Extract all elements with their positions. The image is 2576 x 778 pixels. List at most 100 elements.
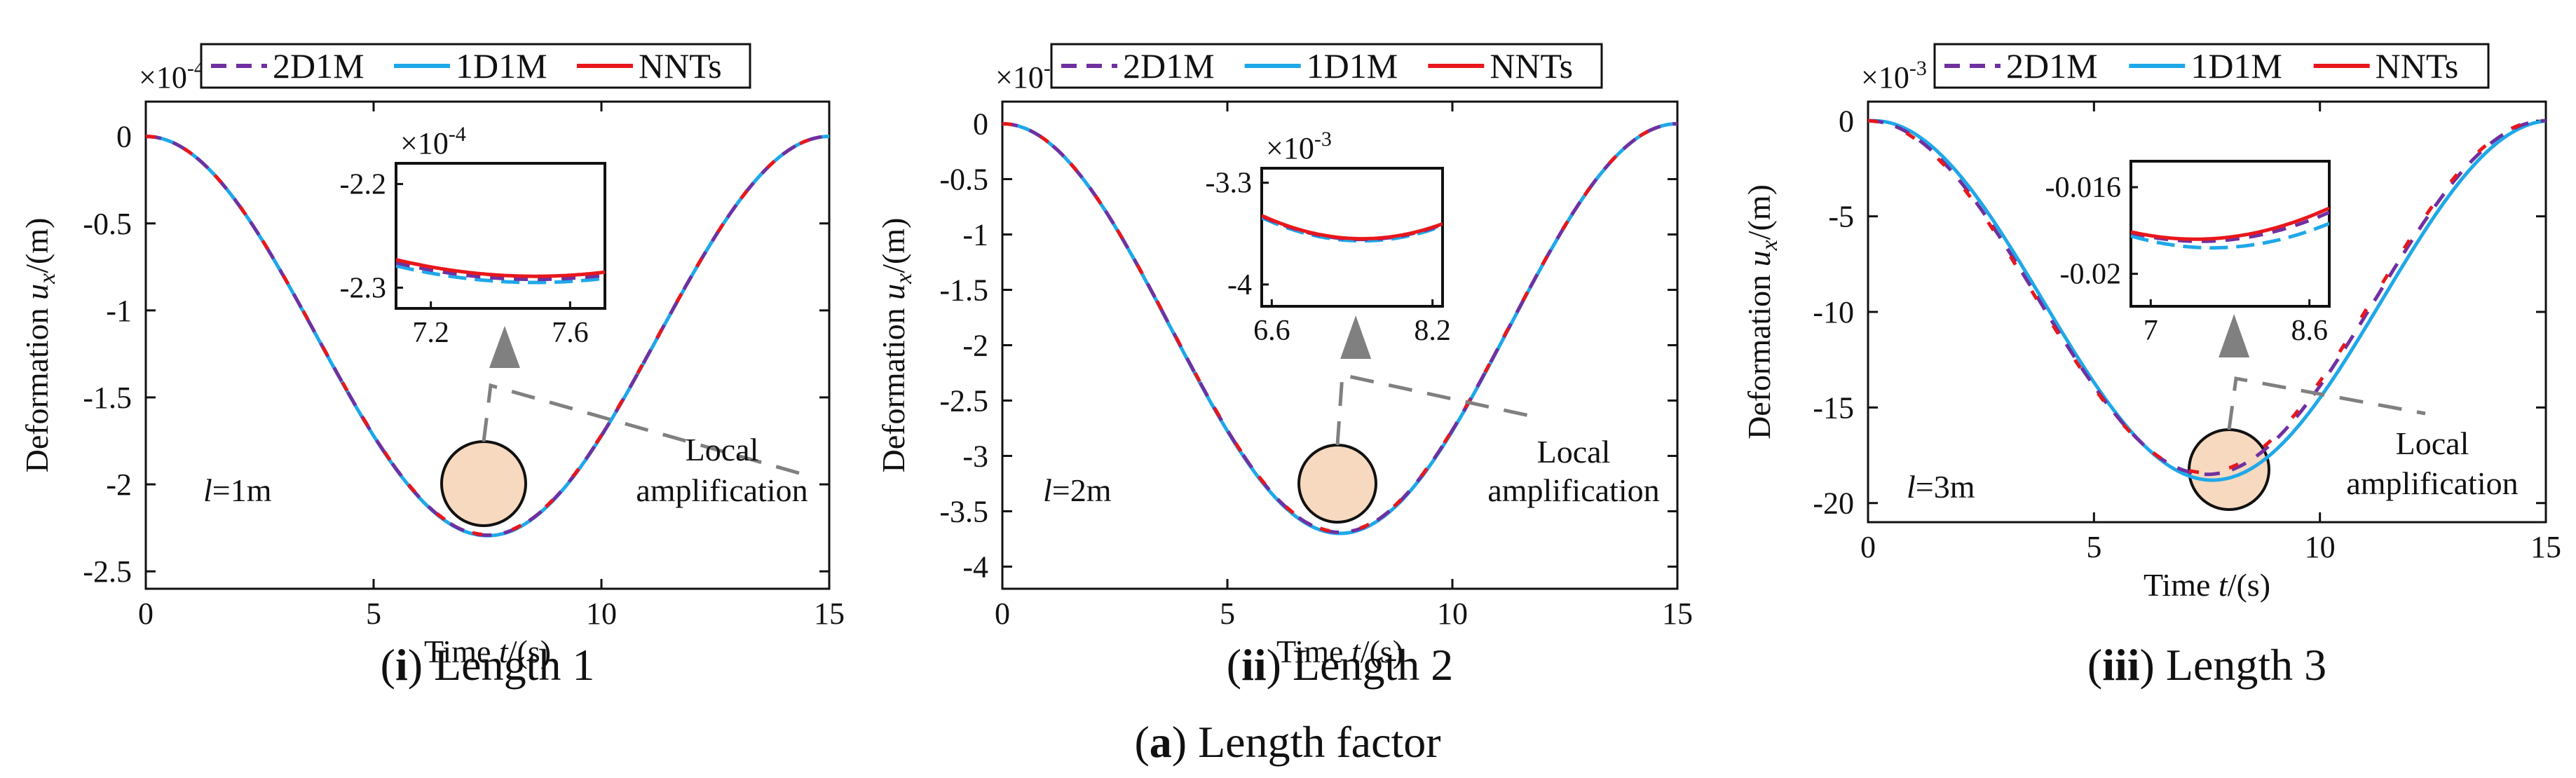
arrow-head xyxy=(489,326,520,368)
leader-line xyxy=(482,383,800,475)
legend-box xyxy=(1933,43,2490,89)
inset-series-group xyxy=(396,258,605,285)
panel-3: 0 5 10 15 0 -5 -10 -15 -20 ×10-3 Time t/(s) Deforma… xyxy=(1741,43,2561,690)
x-tick-label: 5 xyxy=(2086,530,2101,564)
legend-label-NNTs: NNTs xyxy=(639,46,722,86)
y-tick-label: -2.5 xyxy=(939,383,988,418)
annotation-line-1: Local xyxy=(2396,425,2469,461)
amplification-circle xyxy=(440,440,527,527)
series-group xyxy=(1868,118,2546,482)
inset-series-NNTs xyxy=(1262,214,1443,241)
length-label: l=1m xyxy=(203,472,272,508)
annotation-line-2: amplification xyxy=(1487,472,1659,508)
series-group xyxy=(1002,122,1677,535)
inset-series-2D1M xyxy=(396,261,605,282)
y-tick-label: 0 xyxy=(116,120,132,154)
legend-label-1D1M: 1D1M xyxy=(456,46,547,86)
series-2D1M xyxy=(1868,118,2546,477)
y-tick-label: -5 xyxy=(1828,200,1854,234)
y-tick-label: 0 xyxy=(1839,104,1854,138)
inset-series-1D1M xyxy=(2131,221,2329,250)
legend-box xyxy=(200,43,751,89)
inset-plot: 7 8.6 -0.016 -0.02 xyxy=(2045,160,2331,347)
inset-plot: 7.2 7.6 -2.2 -2.3 ×10-4 xyxy=(340,123,606,349)
x-tick-label: 10 xyxy=(2305,530,2336,564)
y-tick-label: -4 xyxy=(962,550,988,584)
series-group xyxy=(146,135,829,538)
y-tick-label: -3 xyxy=(962,439,988,473)
legend-label-2D1M: 2D1M xyxy=(1123,46,1215,86)
arrow-head xyxy=(1340,315,1372,359)
inset-x-tick-label: 7 xyxy=(2144,315,2158,347)
x-tick-label: 15 xyxy=(2530,530,2561,564)
inset-x-tick-label: 8.2 xyxy=(1414,315,1451,347)
inset-x-tick-label: 6.6 xyxy=(1253,315,1290,347)
x-tick-label: 0 xyxy=(995,596,1010,631)
legend-label-2D1M: 2D1M xyxy=(273,46,364,86)
y-tick-label: -20 xyxy=(1813,486,1854,521)
y-axis-label: Deformation ux/(m) xyxy=(1741,184,1783,439)
inset-series-group xyxy=(2131,206,2329,250)
panel-caption: (i) Length 1 xyxy=(381,640,595,690)
legend-label-NNTs: NNTs xyxy=(1490,46,1573,86)
inset-x-tick-label: 8.6 xyxy=(2291,315,2328,347)
x-tick-label: 15 xyxy=(814,596,845,631)
y-tick-label: -2 xyxy=(106,468,132,502)
x-tick-label: 5 xyxy=(366,596,381,631)
inset-y-tick-label: -2.2 xyxy=(340,169,387,201)
y-tick-label: -1.5 xyxy=(939,273,988,308)
axis-exponent: ×10-3 xyxy=(1861,57,1927,95)
inset-exponent: ×10-3 xyxy=(1266,128,1332,165)
annotation-line-2: amplification xyxy=(2346,465,2518,501)
amplification-circle xyxy=(2188,428,2270,511)
inset-y-tick-label: -0.02 xyxy=(2060,259,2122,291)
inset-y-tick-label: -2.3 xyxy=(340,272,387,304)
inset-x-tick-label: 7.2 xyxy=(412,317,449,349)
x-axis-label: Time t/(s) xyxy=(2144,567,2270,603)
legend-label-2D1M: 2D1M xyxy=(2006,46,2098,86)
y-tick-label: -10 xyxy=(1813,295,1854,329)
y-tick-label: -3.5 xyxy=(939,494,988,528)
annotation-line-2: amplification xyxy=(636,472,807,508)
y-tick-label: -15 xyxy=(1813,390,1854,425)
inset-x-tick-label: 7.6 xyxy=(552,317,589,349)
inset-series-NNTs xyxy=(2131,206,2329,241)
inset-plot: 6.6 8.2 -3.3 -4 ×10-3 xyxy=(1206,128,1451,347)
x-axis-label: Time t/(s) xyxy=(1276,634,1403,669)
legend-box xyxy=(1050,43,1603,89)
series-2D1M xyxy=(146,135,829,537)
y-tick-label: -2 xyxy=(962,329,988,363)
y-tick-label: 0 xyxy=(973,107,988,142)
y-axis-label: Deformation ux/(m) xyxy=(875,218,917,473)
legend-label-1D1M: 1D1M xyxy=(2190,46,2282,86)
panel-caption: (iii) Length 3 xyxy=(2087,640,2326,690)
inset-series-group xyxy=(1262,214,1443,243)
y-tick-label: -1 xyxy=(962,218,988,252)
leader-line xyxy=(2227,376,2426,430)
inset-series-1D1M xyxy=(396,264,605,285)
leader-line xyxy=(1335,372,1543,446)
x-tick-label: 10 xyxy=(1437,596,1468,631)
inset-y-tick-label: -4 xyxy=(1227,269,1252,301)
y-axis-label: Deformation ux/(m) xyxy=(19,218,60,473)
inset-series-NNTs xyxy=(396,258,605,278)
x-tick-label: 10 xyxy=(586,596,617,631)
y-tick-label: -1.5 xyxy=(83,381,132,415)
legend-label-NNTs: NNTs xyxy=(2376,46,2459,86)
panel-2: 0 5 10 15 0 -0.5 -1 -1.5 -2 -2.5 -3 -3.5 -4 ×10-3 Time… xyxy=(875,43,1693,690)
y-tick-label: -1 xyxy=(106,294,132,328)
x-tick-label: 15 xyxy=(1662,596,1693,631)
plot-frame xyxy=(144,100,831,590)
x-tick-label: 5 xyxy=(1220,596,1235,631)
length-label: l=3m xyxy=(1907,469,1975,505)
annotation-line-1: Local xyxy=(686,432,759,468)
x-axis-label: Time t/(s) xyxy=(424,634,551,669)
y-tick-label: -2.5 xyxy=(83,554,132,589)
length-label: l=2m xyxy=(1043,472,1112,508)
series-NNTs xyxy=(1002,122,1677,534)
panel-caption: (ii) Length 2 xyxy=(1227,640,1453,690)
arrow-head xyxy=(2219,314,2250,357)
panel-1: 0 5 10 15 0 -0.5 -1 -1.5 -2 -2.5 ×10-4 Time t/(s) De… xyxy=(19,43,845,690)
x-tick-label: 0 xyxy=(1860,530,1876,564)
